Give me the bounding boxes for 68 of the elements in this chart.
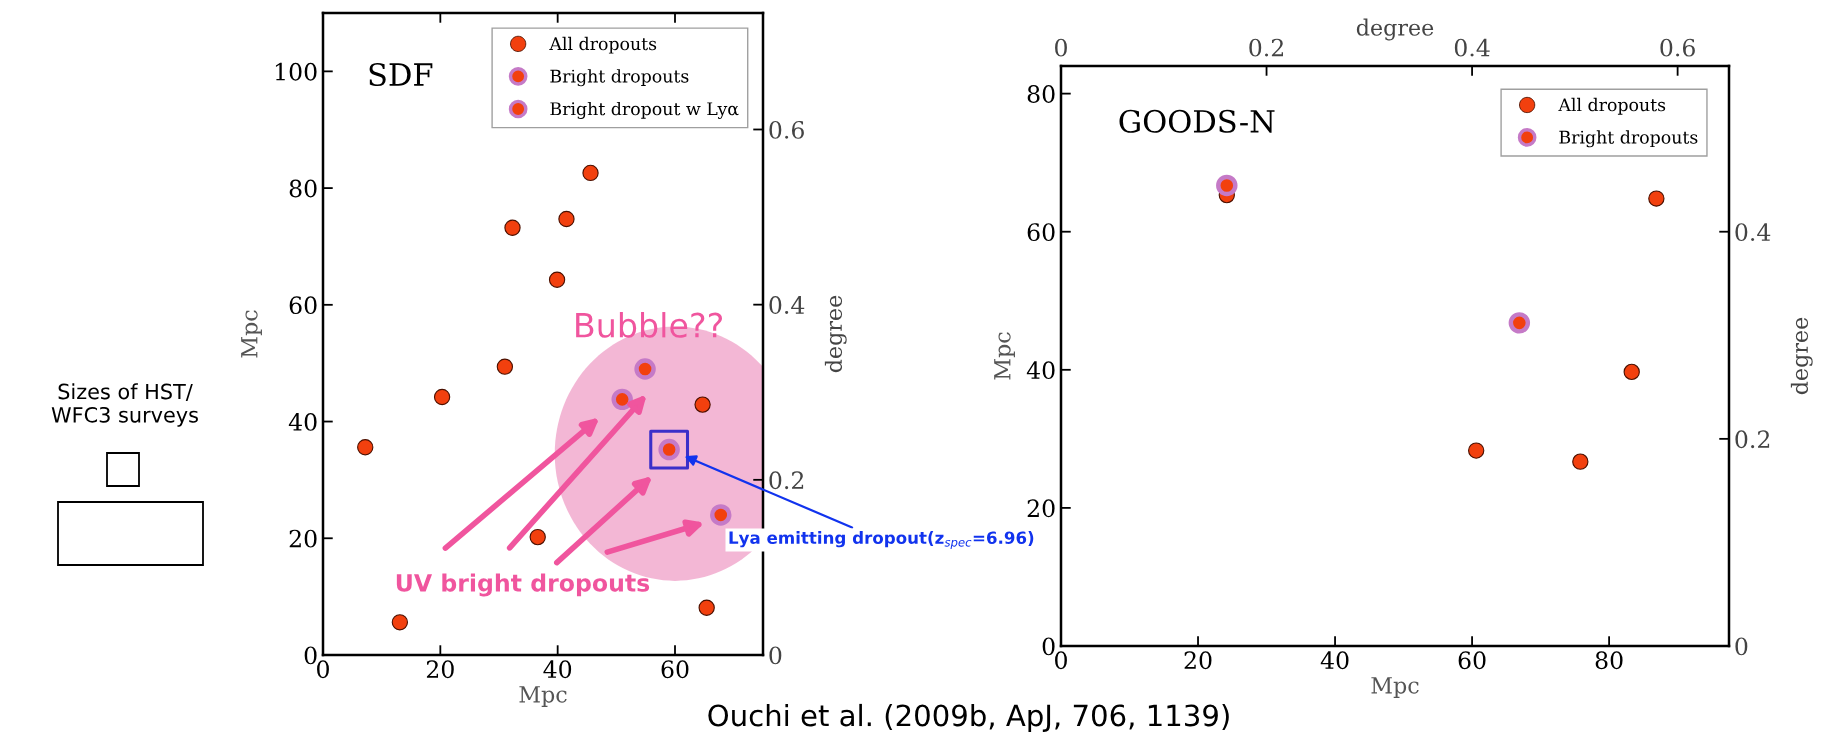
y-tick-label: 60 — [289, 296, 317, 315]
point — [558, 210, 575, 228]
point — [634, 358, 656, 380]
y-tick-label: 60 — [1027, 223, 1055, 242]
point — [504, 219, 521, 236]
y-axis-title: Mpc — [241, 310, 262, 358]
point — [1216, 174, 1238, 197]
legend-label: All dropouts — [1558, 97, 1666, 115]
point — [357, 439, 374, 456]
point — [496, 358, 514, 375]
x2-tick-label: 0.2 — [1249, 38, 1283, 57]
x-tick-label: 60 — [661, 660, 689, 679]
point — [698, 599, 715, 616]
y-tick-label: 80 — [289, 179, 317, 198]
x2-tick-label: 0.4 — [1454, 38, 1490, 57]
x2-tick-label: 0 — [1055, 38, 1067, 57]
y2-tick-label: 0 — [1735, 637, 1748, 656]
text: Ouchi et al. (2009b, ApJ, 706, 1139) — [708, 703, 1229, 733]
annotation: Lya emitting dropout(z$_{spec}$=6.96) — [729, 531, 1034, 549]
y-tick-label: 100 — [275, 62, 317, 81]
x-tick-label: 60 — [1458, 651, 1486, 670]
x2-tick-label: 0.6 — [1660, 38, 1695, 57]
x-tick-label: 40 — [1320, 651, 1349, 670]
point — [710, 504, 732, 526]
x-axis-title: Mpc — [1371, 677, 1419, 698]
legend-label: All dropouts — [549, 36, 657, 54]
x-tick-label: 0 — [1055, 651, 1067, 670]
point — [582, 164, 599, 182]
text: GOODS-N — [1119, 109, 1275, 133]
point — [694, 396, 711, 413]
point — [391, 614, 409, 631]
point — [1648, 190, 1665, 207]
y2-tick-label: 0.4 — [769, 296, 805, 314]
x-tick-label: 20 — [426, 660, 454, 679]
point — [433, 388, 451, 406]
y2-axis-title: degree — [824, 295, 847, 373]
point — [1468, 442, 1485, 459]
y-tick-label: 20 — [289, 529, 317, 548]
y-tick-label: 40 — [288, 412, 317, 431]
y-tick-label: 80 — [1027, 85, 1055, 103]
point — [1508, 312, 1531, 334]
x-tick-label: 80 — [1595, 651, 1623, 670]
y-axis-title: Mpc — [994, 332, 1015, 380]
y2-axis-title: degree — [1790, 317, 1813, 395]
point — [529, 528, 546, 546]
legend-label: Bright dropouts — [550, 69, 689, 87]
legend-label: Bright dropout w Lyα — [550, 101, 739, 119]
point — [611, 388, 633, 411]
point — [1572, 453, 1589, 470]
x-axis-title: Mpc — [519, 686, 567, 707]
y-tick-label: 40 — [1026, 361, 1055, 380]
x-tick-label: 20 — [1184, 651, 1212, 670]
y-tick-label: 20 — [1027, 499, 1055, 518]
annotation: UV bright dropouts — [396, 573, 650, 597]
point — [1623, 363, 1640, 381]
text: Sizes of HST/ WFC3 surveys — [51, 383, 198, 427]
text: SDF — [369, 62, 433, 87]
y2-tick-label: 0.2 — [769, 471, 804, 490]
y-tick-label: 0 — [1042, 637, 1055, 656]
x2-axis-title: degree — [1356, 18, 1434, 41]
y2-tick-label: 0.4 — [1735, 223, 1771, 242]
annotation: Bubble?? — [576, 312, 722, 338]
point — [548, 271, 566, 288]
x-tick-label: 40 — [543, 660, 572, 679]
x-tick-label: 0 — [317, 660, 329, 679]
y2-tick-label: 0.2 — [1735, 430, 1770, 449]
y2-tick-label: 0.6 — [769, 120, 804, 139]
legend-label: Bright dropouts — [1559, 130, 1698, 148]
